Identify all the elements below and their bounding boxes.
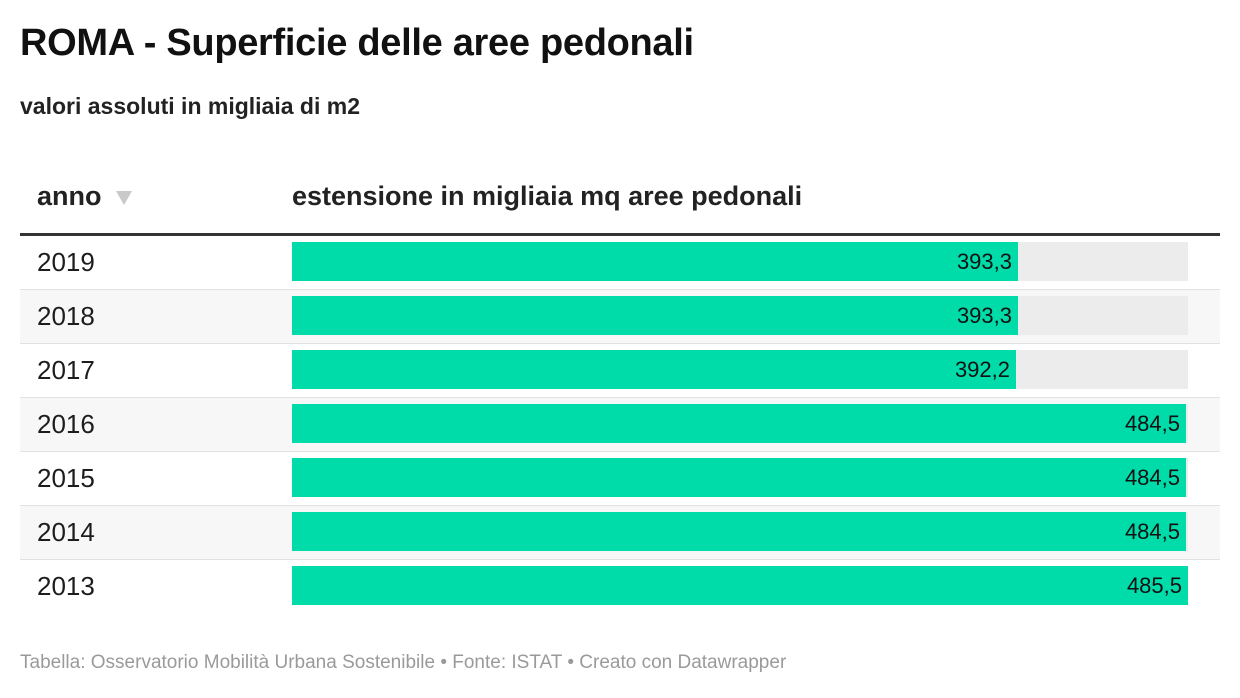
- bar-track: 484,5: [292, 458, 1188, 497]
- cell-year: 2017: [37, 355, 95, 385]
- cell-year: 2019: [37, 247, 95, 277]
- bar-track: 485,5: [292, 566, 1188, 605]
- chart-subtitle: valori assoluti in migliaia di m2: [20, 93, 360, 119]
- bar-value-label: 484,5: [1124, 411, 1180, 436]
- table-row: 2014 484,5: [20, 506, 1220, 560]
- table-header: anno estensione in migliaia mq aree pedo…: [20, 175, 1220, 236]
- bar-track: 393,3: [292, 296, 1188, 335]
- table-row: 2016 484,5: [20, 398, 1220, 452]
- column-header-value[interactable]: estensione in migliaia mq aree pedonali: [292, 181, 803, 211]
- sort-desc-icon[interactable]: [116, 191, 132, 205]
- cell-year: 2014: [37, 517, 95, 547]
- table-row: 2017 392,2: [20, 344, 1220, 398]
- bar-value-label: 484,5: [1124, 465, 1180, 490]
- cell-year: 2013: [37, 571, 95, 601]
- bar-track: 484,5: [292, 512, 1188, 551]
- bar: [292, 242, 1018, 281]
- cell-year: 2018: [37, 301, 95, 331]
- cell-year: 2015: [37, 463, 95, 493]
- bar-value-label: 484,5: [1124, 519, 1180, 544]
- bar-track: 392,2: [292, 350, 1188, 389]
- chart-footer: Tabella: Osservatorio Mobilità Urbana So…: [20, 652, 787, 673]
- bar: [292, 404, 1186, 443]
- bar-value-label: 393,3: [956, 303, 1012, 328]
- bar-track: 484,5: [292, 404, 1188, 443]
- table-row: 2018 393,3: [20, 290, 1220, 344]
- table-row: 2015 484,5: [20, 452, 1220, 506]
- bar-value-label: 485,5: [1126, 573, 1182, 598]
- table-body: 2019 393,3 2018 393,3 2017 392,2 2016 484,5 2015…: [20, 236, 1220, 613]
- bar: [292, 350, 1016, 389]
- bar-value-label: 393,3: [956, 249, 1012, 274]
- table-row: 2013 485,5: [20, 560, 1220, 613]
- bar-value-label: 392,2: [954, 357, 1010, 382]
- bar-track: 393,3: [292, 242, 1188, 281]
- bar: [292, 458, 1186, 497]
- bar: [292, 512, 1186, 551]
- bar: [292, 566, 1188, 605]
- table-row: 2019 393,3: [20, 236, 1220, 290]
- column-header-year[interactable]: anno: [37, 181, 102, 211]
- bar: [292, 296, 1018, 335]
- cell-year: 2016: [37, 409, 95, 439]
- chart-title: ROMA - Superficie delle aree pedonali: [20, 22, 694, 64]
